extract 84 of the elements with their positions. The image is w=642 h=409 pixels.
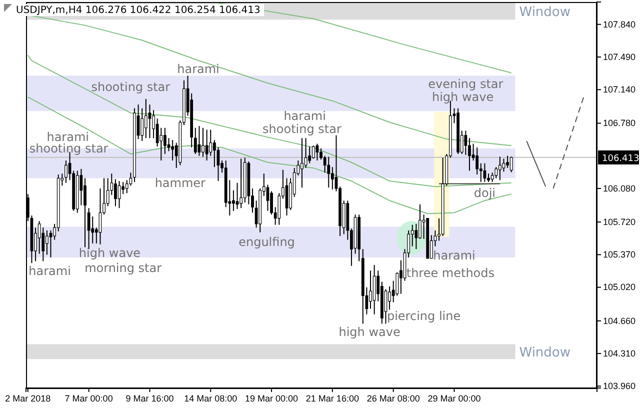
candlestick: [327, 156, 330, 188]
candlestick: [205, 129, 208, 161]
y-tick-label: 103.960: [603, 381, 636, 392]
x-tick-label: 2 Mar 2018: [5, 393, 51, 404]
candlestick: [167, 138, 170, 152]
ref-line-label: 106.413: [602, 154, 640, 164]
annotation: high wave: [78, 246, 141, 260]
y-tick-label: 104.660: [603, 316, 636, 326]
y-tick-label: 105.720: [603, 216, 636, 227]
annotation: harami: [177, 62, 220, 76]
annotation: harami: [28, 264, 71, 278]
y-tick-label: 106.080: [603, 183, 636, 194]
annotation: hammer: [154, 176, 206, 190]
candlestick: [140, 108, 144, 142]
candlestick: [476, 146, 479, 175]
x-tick-label: 29 Mar 00:00: [428, 393, 481, 404]
annotation: shooting star: [29, 141, 108, 156]
candlestick: [483, 162, 486, 182]
annotation: shooting star: [91, 80, 170, 94]
x-tick-label: 19 Mar 00:00: [245, 393, 298, 404]
annotation: engulfing: [238, 235, 295, 249]
y-tick-label: 107.840: [603, 19, 636, 30]
y-tick-label: 107.140: [603, 84, 636, 95]
candlestick: [498, 156, 502, 181]
candlestick: [160, 127, 163, 161]
candlestick: [194, 127, 197, 154]
candlestick: [468, 138, 471, 172]
annotation: high wave: [338, 325, 400, 339]
y-tick-label: 107.490: [603, 52, 636, 62]
candlestick: [164, 127, 166, 154]
y-tick-label: 105.370: [603, 250, 636, 260]
candlestick: [414, 223, 418, 250]
x-tick-label: 14 Mar 08:00: [184, 393, 238, 404]
candlestick: [198, 126, 201, 156]
candlestick: [114, 178, 117, 207]
candlestick: [464, 130, 468, 156]
annotation: morning star: [84, 261, 162, 275]
y-tick-label: 105.020: [603, 282, 636, 292]
annotation: high wave: [432, 90, 494, 104]
candlestick: [240, 158, 243, 209]
candlestick: [152, 110, 155, 139]
candlestick: [144, 98, 148, 139]
x-tick-label: 21 Mar 16:00: [306, 393, 359, 404]
candlestick: [494, 166, 498, 179]
candlestick: [418, 204, 422, 240]
candlestick: [45, 230, 48, 256]
candlestick: [171, 139, 174, 161]
band-label: Window: [519, 346, 571, 361]
annotation: three methods: [406, 266, 495, 280]
x-tick-label: 9 Mar 16:00: [126, 393, 174, 404]
annotation: harami: [46, 130, 90, 144]
candlestick: [369, 270, 372, 310]
candlestick: [236, 182, 239, 210]
y-tick-label: 104.310: [603, 348, 636, 358]
candlestick: [122, 181, 125, 195]
candlestick: [49, 230, 52, 258]
candlestick: [64, 160, 68, 184]
annotation: shooting star: [262, 122, 342, 136]
annotation: piercing line: [386, 309, 461, 323]
candlestick: [202, 127, 204, 158]
candlestick: [300, 138, 304, 188]
x-tick-label: 7 Mar 00:00: [64, 393, 113, 404]
candlestick: [209, 129, 212, 156]
annotation: harami: [433, 248, 476, 263]
candlestick: [312, 145, 315, 160]
candlestick: [388, 286, 391, 310]
annotation: harami: [284, 109, 326, 123]
annotation: evening star: [428, 77, 504, 91]
candlestick: [506, 155, 509, 168]
line-series: [27, 54, 512, 188]
candlestick: [84, 178, 86, 248]
candlestick: [232, 190, 235, 212]
y-tick-label: 106.780: [603, 118, 636, 128]
band-label: Window: [519, 4, 571, 20]
chart-title: USDJPY,m,H4 106.276 106.422 106.254 106.413: [16, 5, 260, 16]
candlestick: [502, 158, 506, 172]
candlestick: [266, 184, 270, 212]
candlestick: [270, 190, 273, 216]
candlestick: [316, 143, 319, 161]
candlestick: [304, 138, 308, 168]
candlestick: [80, 168, 83, 206]
x-tick-label: 26 Mar 08:00: [366, 393, 420, 404]
candlestick: [510, 156, 513, 173]
annotation: doji: [474, 186, 496, 200]
